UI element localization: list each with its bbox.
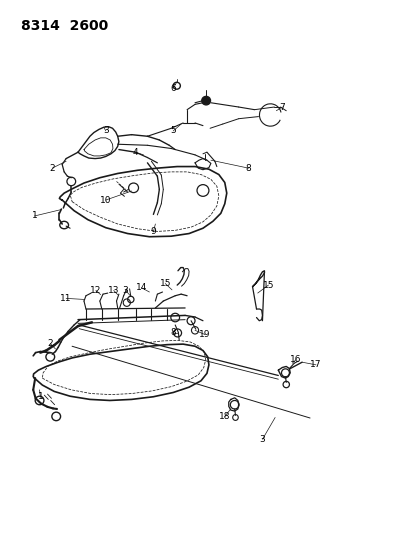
Text: 1: 1 (31, 212, 37, 221)
Text: 3: 3 (103, 126, 109, 135)
Text: 10: 10 (100, 196, 111, 205)
Text: 3: 3 (259, 435, 265, 444)
Text: 5: 5 (170, 126, 176, 135)
Text: 8314  2600: 8314 2600 (21, 19, 108, 33)
Text: 7: 7 (279, 102, 285, 111)
Text: 13: 13 (108, 286, 119, 295)
Text: 2: 2 (47, 339, 53, 348)
Text: 9: 9 (150, 228, 156, 237)
Text: 11: 11 (60, 294, 72, 303)
Text: 15: 15 (263, 280, 274, 289)
Ellipse shape (202, 96, 211, 105)
Text: 8: 8 (170, 328, 176, 337)
Text: 18: 18 (219, 412, 230, 421)
Text: 16: 16 (291, 355, 302, 364)
Text: 12: 12 (90, 286, 101, 295)
Text: 19: 19 (199, 330, 211, 339)
Text: 17: 17 (310, 360, 322, 369)
Text: 15: 15 (160, 279, 171, 288)
Text: 1: 1 (37, 392, 43, 401)
Text: 2: 2 (49, 164, 55, 173)
Text: 14: 14 (136, 283, 147, 292)
Text: 6: 6 (170, 84, 176, 93)
Text: 3: 3 (123, 286, 129, 295)
Text: 8: 8 (246, 164, 252, 173)
Text: 4: 4 (133, 148, 139, 157)
